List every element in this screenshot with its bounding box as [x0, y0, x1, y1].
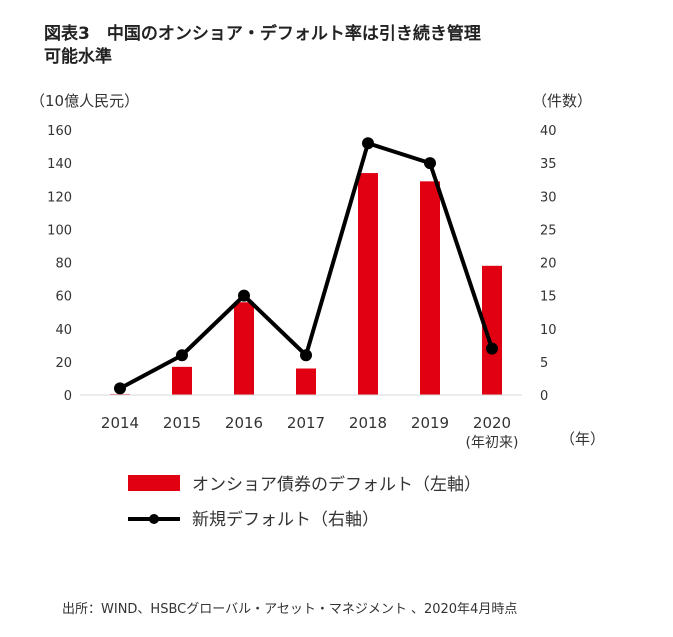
bar-2016: [234, 302, 254, 395]
line-point-2020: [486, 342, 498, 355]
line-point-2017: [300, 349, 312, 362]
bar-2017: [296, 368, 316, 395]
right-tick-label: 20: [540, 257, 557, 272]
chart-title-line2: 可能水準: [44, 47, 112, 67]
left-tick-label: 100: [47, 223, 72, 238]
right-tick-label: 15: [540, 290, 557, 305]
line-point-2019: [424, 157, 436, 170]
legend-bar-swatch: [128, 475, 180, 491]
left-tick-label: 160: [47, 124, 72, 139]
x-tick-label: 2015: [163, 414, 201, 432]
left-tick-label: 40: [55, 323, 72, 338]
x-tick-label: 2016: [225, 414, 263, 432]
left-tick-label: 20: [55, 356, 72, 371]
x-tick-label: 2018: [349, 414, 387, 432]
right-tick-label: 5: [540, 356, 548, 371]
left-tick-label: 0: [64, 389, 72, 404]
x-tick-sublabel: (年初来): [466, 434, 519, 451]
x-tick-label: 2019: [411, 414, 449, 432]
left-axis-label: （10億人民元）: [30, 92, 139, 110]
source-note: 出所：WIND、HSBCグローバル・アセット・マネジメント 、2020年4月時点: [62, 602, 517, 617]
x-tick-label: 2017: [287, 414, 325, 432]
right-tick-label: 10: [540, 323, 557, 338]
legend-line-marker: [149, 514, 159, 524]
legend-bar-label: オンショア債券のデフォルト（左軸）: [192, 474, 481, 495]
legend-line-label: 新規デフォルト（右軸）: [192, 509, 379, 530]
x-tick-label: 2020: [473, 414, 511, 432]
line-point-2018: [362, 137, 374, 150]
bar-2015: [172, 366, 192, 395]
left-tick-label: 140: [47, 157, 72, 172]
right-axis-label: （件数）: [532, 92, 592, 110]
bar-2018: [358, 173, 378, 395]
chart-title-line1: 図表3 中国のオンショア・デフォルト率は引き続き管理: [44, 24, 481, 44]
bar-2020: [482, 265, 502, 395]
right-tick-label: 35: [540, 157, 557, 172]
left-tick-label: 60: [55, 290, 72, 305]
line-point-2015: [176, 349, 188, 362]
left-tick-label: 120: [47, 190, 72, 205]
right-tick-label: 30: [540, 190, 557, 205]
x-axis-label: （年）: [560, 430, 605, 448]
left-tick-label: 80: [55, 257, 72, 272]
line-point-2016: [238, 289, 250, 302]
right-tick-label: 25: [540, 223, 557, 238]
bar-2019: [420, 181, 440, 395]
right-tick-label: 40: [540, 124, 557, 139]
line-point-2014: [114, 382, 126, 395]
x-tick-label: 2014: [101, 414, 139, 432]
right-tick-label: 0: [540, 389, 548, 404]
